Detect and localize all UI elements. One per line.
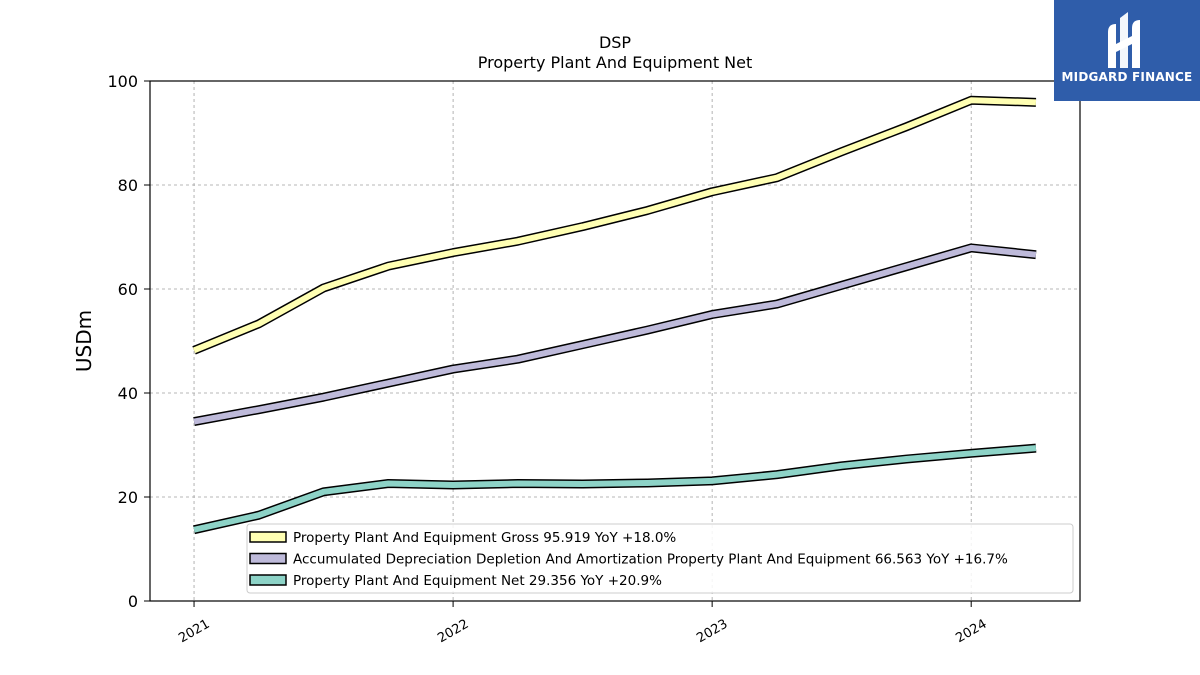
legend-swatch-0 — [249, 531, 287, 543]
x-tick-label: 2021 — [176, 617, 212, 647]
logo-text: MIDGARD FINANCE — [1061, 70, 1193, 84]
series-line-1 — [193, 244, 1037, 425]
y-tick-label: 0 — [128, 592, 138, 611]
x-tick-label: 2022 — [435, 617, 471, 647]
y-tick-label: 20 — [118, 488, 138, 507]
legend-swatch-2 — [249, 574, 287, 586]
x-tick-label: 2023 — [694, 617, 730, 647]
legend: Property Plant And Equipment Gross 95.91… — [246, 523, 1074, 594]
legend-label-0: Property Plant And Equipment Gross 95.91… — [293, 530, 676, 546]
chart-title: DSP — [599, 33, 631, 52]
midgard-logo-icon — [1108, 12, 1140, 68]
series-line-2 — [193, 445, 1037, 533]
grid — [150, 81, 1080, 601]
series-line-outline-0 — [192, 95, 1037, 355]
legend-box — [246, 523, 1074, 594]
y-tick-label: 40 — [118, 384, 138, 403]
y-axis-label: USDm — [72, 310, 96, 372]
brand-logo: MIDGARD FINANCE — [1054, 0, 1200, 101]
y-tick-label: 60 — [118, 280, 138, 299]
chart-subtitle: Property Plant And Equipment Net — [478, 53, 753, 72]
plot-frame — [149, 80, 1081, 602]
y-tick-label: 100 — [107, 72, 138, 91]
legend-label-2: Property Plant And Equipment Net 29.356 … — [293, 573, 662, 589]
x-axis: 2021 2022 2023 2024 — [176, 601, 990, 647]
legend-swatch-1 — [249, 552, 287, 565]
y-tick-label: 80 — [118, 176, 138, 195]
series-lines — [192, 95, 1037, 535]
y-axis: 0 20 40 60 80 100 — [107, 72, 150, 611]
x-tick-label: 2024 — [953, 617, 989, 647]
series-line-0 — [192, 97, 1037, 354]
legend-label-1: Accumulated Depreciation Depletion And A… — [293, 552, 1008, 568]
